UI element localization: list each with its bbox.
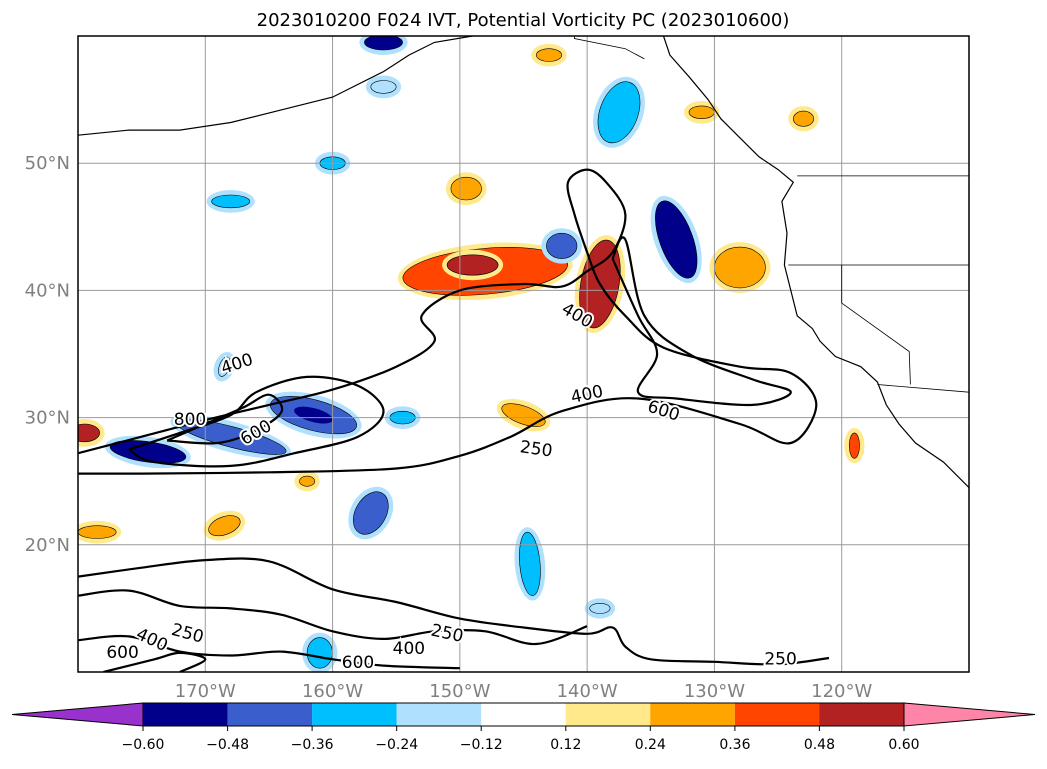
colorbar-segment [481, 703, 566, 726]
pv-blob [501, 403, 546, 427]
ivt-contour-600 [128, 375, 385, 468]
colorbar-tick-label: −0.48 [206, 737, 249, 753]
pv-blob [450, 176, 482, 201]
pv-blob [208, 515, 241, 537]
colorbar-extend-min [11, 702, 144, 727]
pv-blob [792, 110, 814, 127]
coastline [662, 36, 969, 489]
x-tick-label: 130°W [684, 681, 745, 702]
pv-blob-core [294, 406, 333, 424]
pv-blob [78, 525, 117, 539]
colorbar-tick-label: −0.60 [122, 737, 165, 753]
colorbar-tick-label: 0.24 [635, 737, 666, 753]
colorbar-tick-label: −0.36 [291, 737, 334, 753]
ivt-contour-800 [166, 393, 284, 445]
pv-blob [299, 475, 315, 487]
y-tick-label: 40°N [25, 280, 70, 301]
state-border [877, 384, 969, 393]
pv-blob [535, 48, 562, 62]
pv-blob-core [78, 428, 92, 437]
colorbar-segment [650, 703, 735, 726]
y-tick-label: 20°N [25, 535, 70, 556]
ivt-contour-label: 400 [393, 639, 425, 659]
colorbar-tick-label: 0.12 [550, 737, 581, 753]
x-tick-label: 150°W [429, 681, 490, 702]
colorbar-segment [734, 703, 820, 726]
ivt-contour-label: 250 [764, 649, 796, 669]
chart-title: 2023010200 F024 IVT, Potential Vorticity… [257, 10, 790, 31]
pv-blob [714, 246, 766, 289]
colorbar-tick-label: 0.60 [888, 737, 919, 753]
pv-blob [849, 432, 860, 459]
ivt-contour-400 [78, 589, 588, 646]
ivt-contour-label: 600 [342, 653, 374, 673]
pv-blob [174, 418, 287, 455]
colorbar-segment [312, 703, 397, 726]
colorbar-segment [143, 703, 228, 726]
pv-blob-core [461, 260, 485, 270]
x-tick-label: 140°W [557, 681, 618, 702]
ivt-contour-250 [78, 557, 830, 666]
colorbar-segment [565, 703, 651, 726]
colorbar-tick-label: −0.12 [460, 737, 503, 753]
colorbar-frame [142, 702, 905, 727]
pv-blob [688, 105, 715, 120]
x-tick-label: 120°W [811, 681, 872, 702]
pv-blob [306, 637, 333, 669]
plot-frame [77, 35, 970, 673]
ivt-contour-600 [78, 634, 460, 670]
pv-blob-core [374, 39, 393, 46]
colorbar-extend-max [903, 702, 1036, 727]
ivt-contour-label: 800 [174, 410, 206, 430]
ivt-contour-600 [611, 236, 792, 407]
pv-blob [218, 356, 231, 377]
x-tick-label: 160°W [302, 681, 363, 702]
state-border [574, 36, 645, 60]
pv-blob [519, 531, 541, 596]
pv-blob [352, 491, 389, 535]
pv-blob [546, 232, 578, 259]
colorbar-tick-label: 0.48 [804, 737, 835, 753]
pv-blob [370, 80, 397, 94]
pv-blob [597, 81, 641, 144]
colorbar-segment [396, 703, 482, 726]
pv-blob [589, 603, 611, 614]
pv-blob-core [130, 446, 166, 458]
y-tick-label: 50°N [25, 153, 70, 174]
x-tick-label: 170°W [175, 681, 236, 702]
state-border [841, 265, 911, 385]
colorbar-tick-label: 0.36 [719, 737, 750, 753]
pv-blob-core [666, 222, 686, 257]
ivt-contour-800 [103, 651, 207, 672]
ivt-contour-400 [78, 168, 818, 475]
colorbar-segment [227, 703, 313, 726]
colorbar-tick-label: −0.24 [375, 737, 418, 753]
coastline [78, 36, 473, 136]
ivt-contour-label: 600 [106, 643, 138, 663]
colorbar-segment [819, 703, 904, 726]
y-tick-label: 30°N [25, 408, 70, 429]
colorbar: −0.60 −0.48 −0.36 −0.24 −0.12 0.12 0.24 0.36 0.4… [11, 702, 1036, 753]
pv-blob [211, 194, 251, 209]
